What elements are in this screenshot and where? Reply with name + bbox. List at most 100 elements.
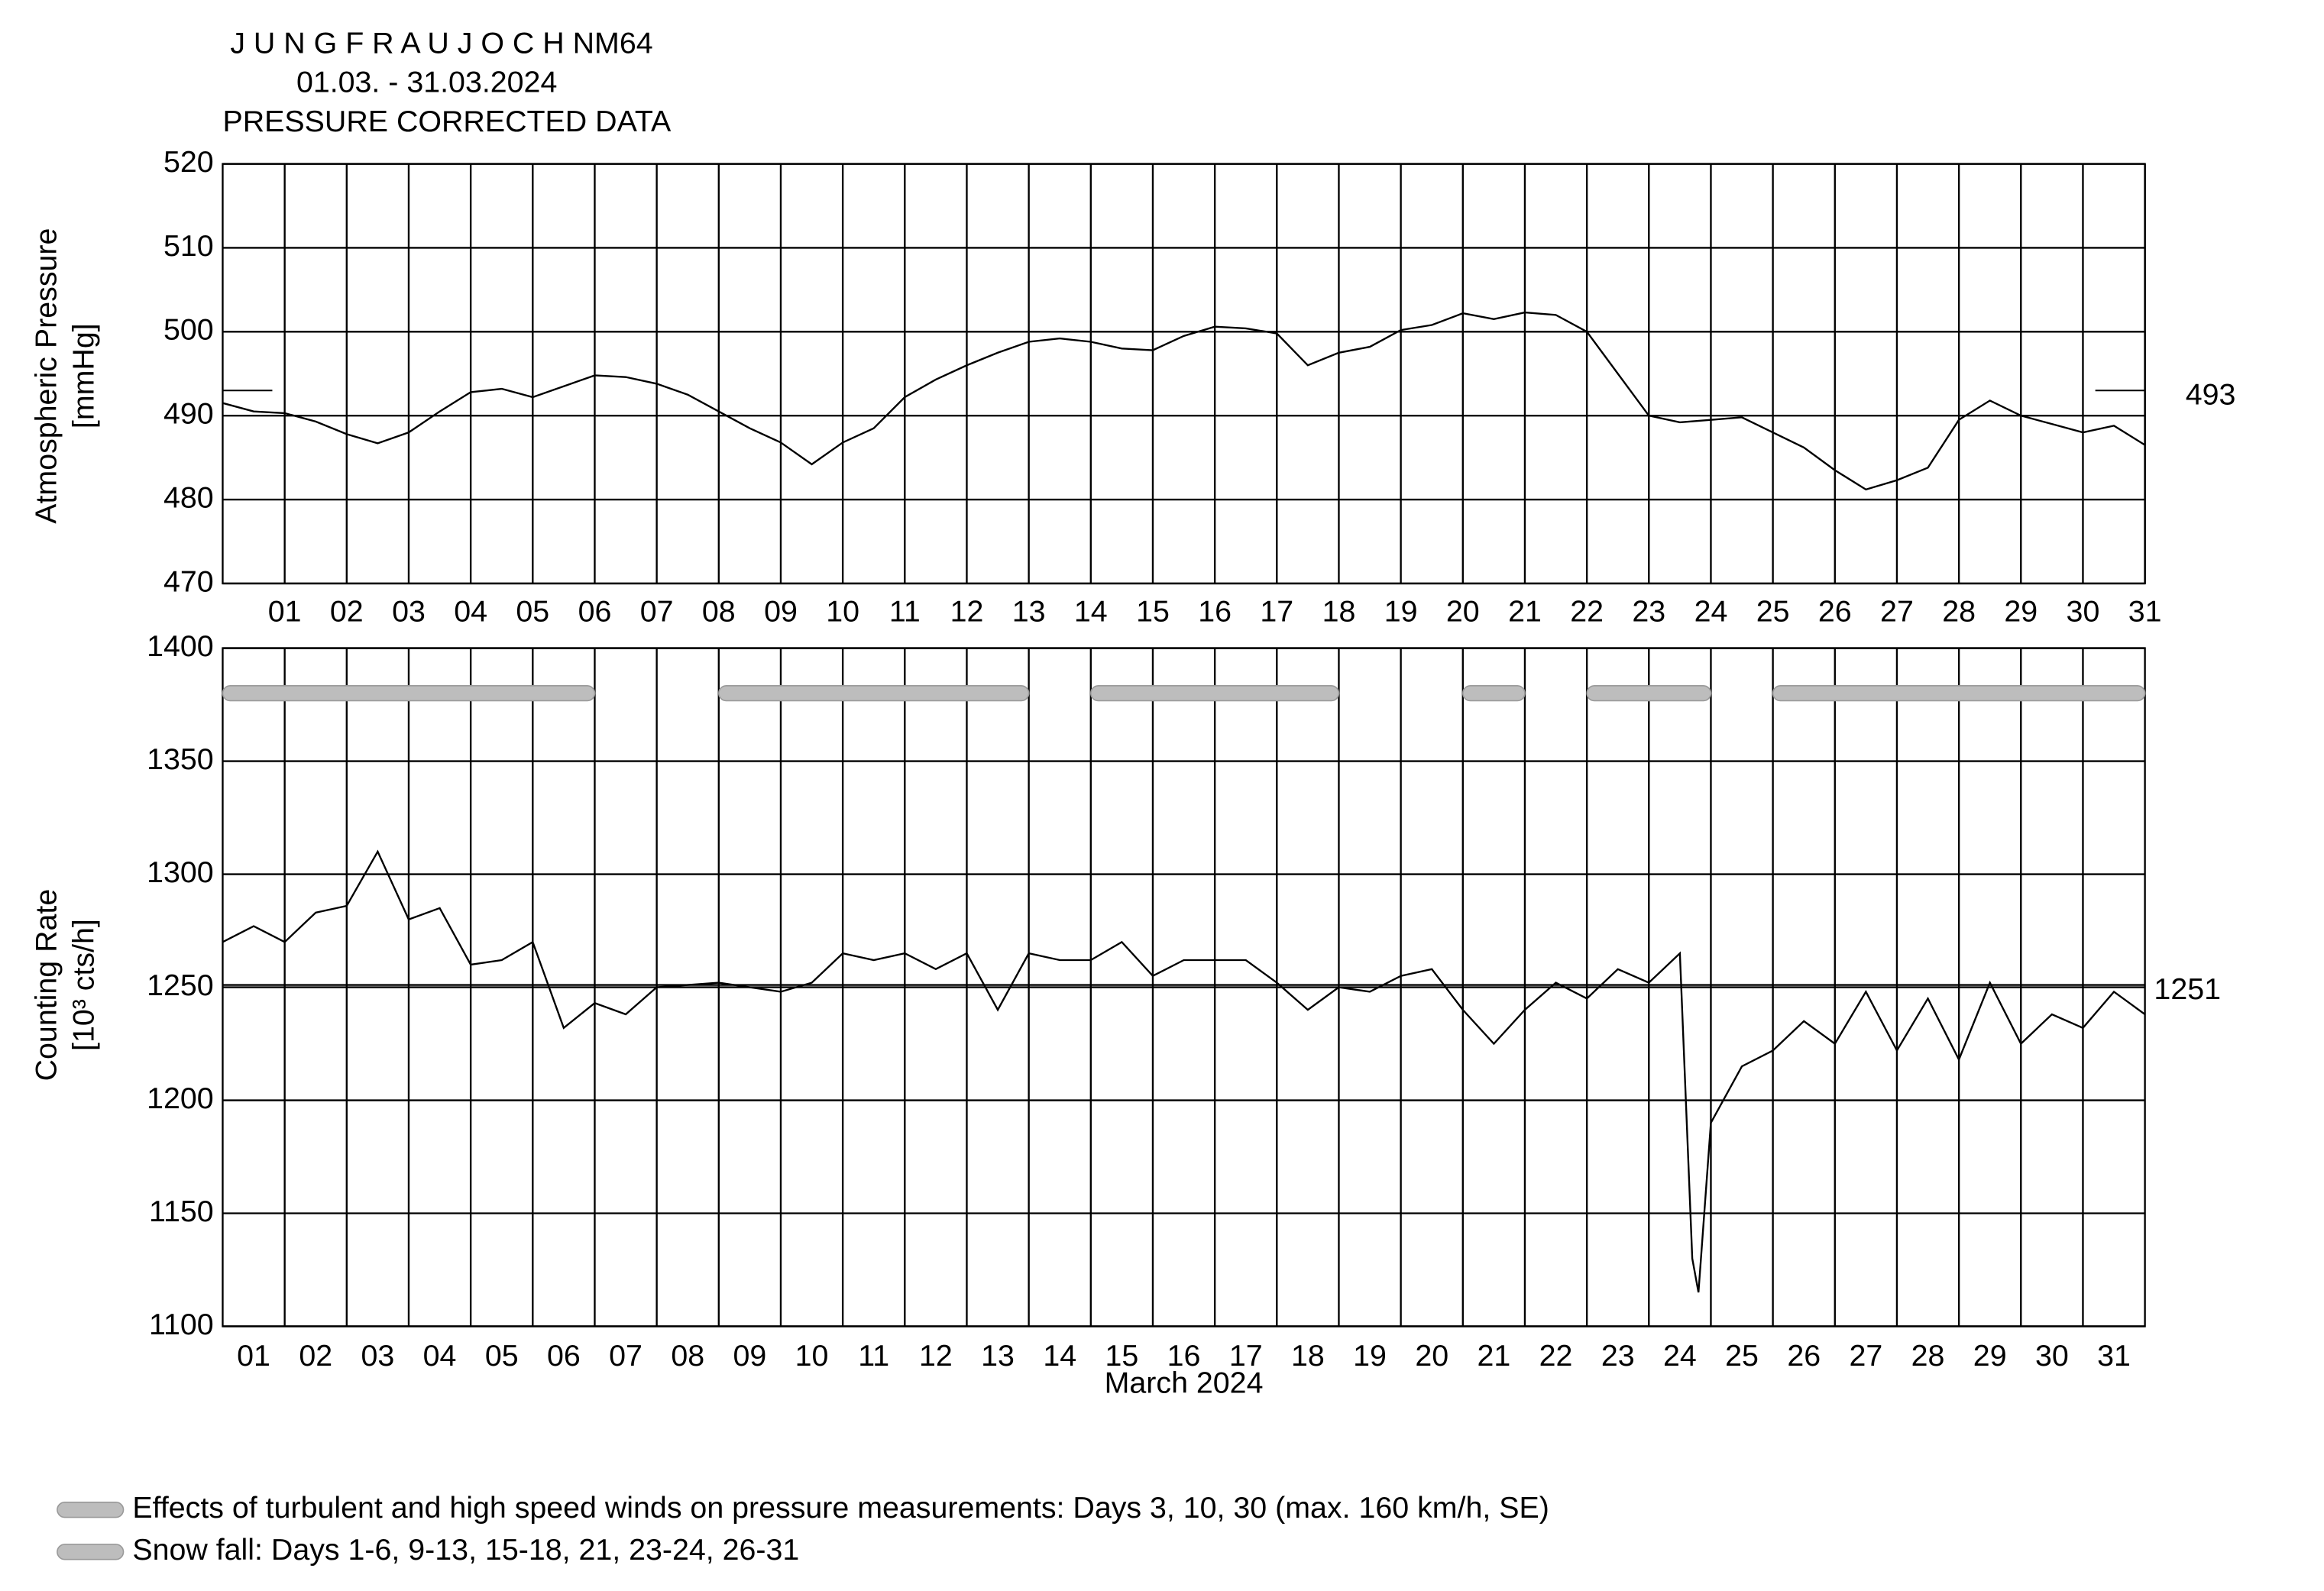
- x-tick-label: 24: [1663, 1339, 1697, 1373]
- x-tick-label: 31: [2097, 1339, 2131, 1373]
- x-tick-label: 10: [795, 1339, 829, 1373]
- y-tick-label: 1300: [147, 855, 214, 889]
- x-tick-label: 08: [671, 1339, 704, 1373]
- x-tick-label: 02: [299, 1339, 332, 1373]
- x-tick-label: 10: [826, 595, 859, 629]
- x-tick-label: 17: [1229, 1339, 1263, 1373]
- snow-band: [1462, 684, 1526, 702]
- x-tick-label: 16: [1198, 595, 1232, 629]
- x-tick-label: 21: [1477, 1339, 1510, 1373]
- legend-text: Effects of turbulent and high speed wind…: [132, 1491, 1549, 1525]
- subtitle: PRESSURE CORRECTED DATA: [222, 105, 672, 138]
- x-tick-label: 22: [1570, 595, 1604, 629]
- x-tick-label: 25: [1756, 595, 1790, 629]
- x-tick-label: 27: [1849, 1339, 1882, 1373]
- y-tick-label: 510: [163, 229, 214, 263]
- x-tick-label: 24: [1694, 595, 1728, 629]
- x-axis-label: March 2024: [1105, 1366, 1264, 1400]
- x-tick-label: 07: [640, 595, 674, 629]
- x-tick-label: 20: [1446, 595, 1480, 629]
- y-tick-label: 1150: [149, 1195, 214, 1228]
- x-tick-label: 29: [1973, 1339, 2007, 1373]
- title: J U N G F R A U J O C H NM64: [230, 26, 652, 60]
- y-tick-label: 1250: [147, 969, 214, 1002]
- snow-band: [1772, 684, 2146, 702]
- x-tick-label: 04: [454, 595, 487, 629]
- y-axis-label: Counting Rate: [30, 889, 63, 1082]
- plot-frame: [222, 163, 2146, 585]
- x-tick-label: 15: [1136, 595, 1170, 629]
- x-tick-label: 01: [237, 1339, 270, 1373]
- y-tick-label: 470: [163, 564, 214, 598]
- x-tick-label: 23: [1632, 595, 1665, 629]
- x-tick-label: 26: [1787, 1339, 1821, 1373]
- x-tick-label: 25: [1725, 1339, 1759, 1373]
- x-tick-label: 09: [764, 595, 798, 629]
- x-tick-label: 31: [2128, 595, 2162, 629]
- x-tick-label: 11: [858, 1339, 889, 1373]
- y-axis-label: [mmHg]: [67, 323, 101, 428]
- y-axis-label: [10³ cts/h]: [67, 919, 101, 1051]
- y-tick-label: 1400: [147, 629, 214, 663]
- x-tick-label: 19: [1384, 595, 1418, 629]
- x-tick-label: 03: [361, 1339, 395, 1373]
- legend-swatch: [57, 1544, 125, 1560]
- x-tick-label: 12: [919, 1339, 953, 1373]
- x-tick-label: 18: [1322, 595, 1356, 629]
- x-tick-label: 12: [950, 595, 984, 629]
- x-tick-label: 13: [1012, 595, 1046, 629]
- x-tick-label: 30: [2035, 1339, 2069, 1373]
- y-tick-label: 490: [163, 397, 214, 431]
- x-tick-label: 07: [609, 1339, 642, 1373]
- data-line: [222, 849, 2146, 1293]
- x-tick-label: 17: [1260, 595, 1293, 629]
- x-tick-label: 13: [981, 1339, 1015, 1373]
- x-tick-label: 14: [1074, 595, 1108, 629]
- x-tick-label: 05: [485, 1339, 519, 1373]
- x-tick-label: 03: [392, 595, 426, 629]
- x-tick-label: 27: [1880, 595, 1914, 629]
- legend-swatch: [57, 1502, 125, 1518]
- legend-text: Snow fall: Days 1-6, 9-13, 15-18, 21, 23…: [132, 1533, 799, 1567]
- reference-label: 493: [2186, 378, 2236, 412]
- y-tick-label: 500: [163, 313, 214, 347]
- x-tick-label: 05: [516, 595, 549, 629]
- snow-band: [718, 684, 1030, 702]
- x-tick-label: 28: [1942, 595, 1976, 629]
- x-tick-label: 22: [1539, 1339, 1573, 1373]
- x-tick-label: 29: [2004, 595, 2038, 629]
- x-tick-label: 21: [1508, 595, 1542, 629]
- snow-band: [1586, 684, 1712, 702]
- x-tick-label: 14: [1043, 1339, 1076, 1373]
- snow-band: [222, 684, 596, 702]
- snow-band: [1090, 684, 1340, 702]
- x-tick-label: 30: [2067, 595, 2100, 629]
- x-tick-label: 19: [1353, 1339, 1387, 1373]
- y-tick-label: 480: [163, 480, 214, 514]
- x-tick-label: 11: [889, 595, 921, 629]
- x-tick-label: 15: [1105, 1339, 1138, 1373]
- y-tick-label: 1200: [147, 1082, 214, 1115]
- x-tick-label: 18: [1291, 1339, 1325, 1373]
- x-tick-label: 09: [733, 1339, 766, 1373]
- x-tick-label: 20: [1415, 1339, 1448, 1373]
- x-tick-label: 02: [330, 595, 364, 629]
- y-tick-label: 520: [163, 145, 214, 179]
- x-tick-label: 01: [268, 595, 302, 629]
- y-axis-label: Atmospheric Pressure: [30, 228, 63, 524]
- subtitle: 01.03. - 31.03.2024: [296, 66, 557, 99]
- x-tick-label: 06: [578, 595, 612, 629]
- y-tick-label: 1350: [147, 742, 214, 776]
- x-tick-label: 26: [1818, 595, 1852, 629]
- x-tick-label: 06: [547, 1339, 581, 1373]
- y-tick-label: 1100: [149, 1308, 214, 1341]
- reference-label: 1251: [2154, 972, 2221, 1006]
- x-tick-label: 23: [1601, 1339, 1635, 1373]
- data-line: [222, 311, 2146, 491]
- x-tick-label: 16: [1167, 1339, 1201, 1373]
- x-tick-label: 28: [1911, 1339, 1945, 1373]
- x-tick-label: 04: [423, 1339, 457, 1373]
- x-tick-label: 08: [702, 595, 736, 629]
